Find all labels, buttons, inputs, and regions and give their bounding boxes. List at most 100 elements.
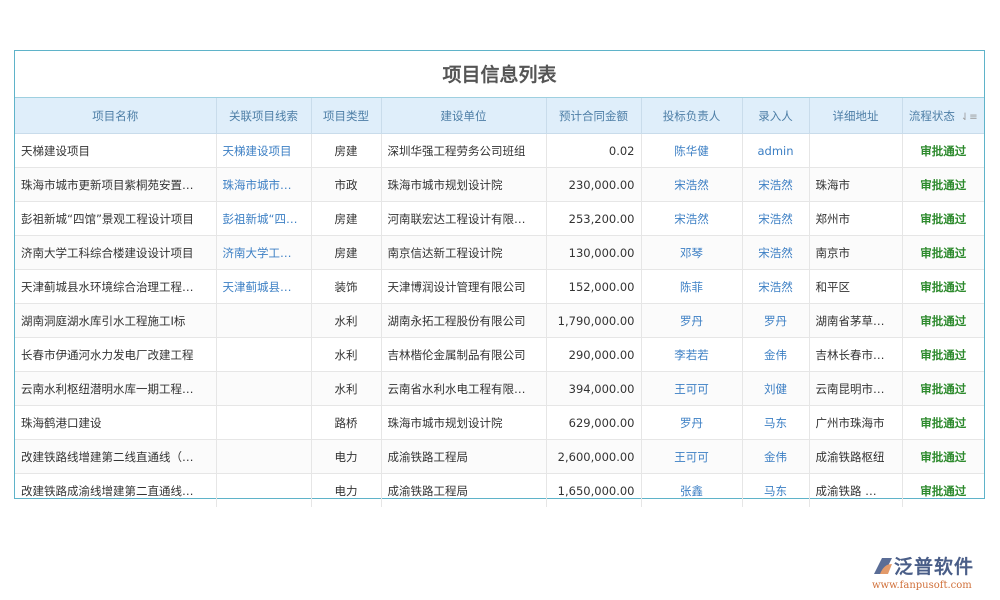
- cell-contract-amount: 394,000.00: [546, 371, 642, 406]
- project-table: 项目名称 关联项目线索 项目类型 建设单位 预计合同金额 投标负责人 录入人 详细地址 流程状态…: [15, 98, 984, 507]
- table-row[interactable]: 改建铁路线增建第二线直通线（… 电力 成渝铁路工程局 2,600,000.00 王可可金…: [15, 439, 984, 474]
- cell-project-name: 珠海鹤港口建设: [15, 405, 217, 440]
- cell-project-type: 房建: [311, 235, 382, 270]
- cell-process-status: 审批通过: [902, 167, 984, 202]
- table-row[interactable]: 天津蓟城县水环境综合治理工程… 天津蓟城县… 装饰 天津博润设计管理有限公司 152,0…: [15, 269, 984, 304]
- cell-address: [809, 133, 903, 168]
- cell-contract-amount: 290,000.00: [546, 337, 642, 372]
- table-row[interactable]: 珠海鹤港口建设 路桥 珠海市城市规划设计院 629,000.00 罗丹 马东 广州市珠海市审…: [15, 405, 984, 440]
- cell-contract-amount: 230,000.00: [546, 167, 642, 202]
- cell-project-type: 路桥: [311, 405, 382, 440]
- cell-address: 广州市珠海市: [809, 405, 903, 440]
- cell-bid-manager[interactable]: 张鑫: [641, 473, 743, 507]
- cell-construction-unit: 珠海市城市规划设计院: [381, 167, 547, 202]
- table-row[interactable]: 湖南洞庭湖水库引水工程施工I标 水利 湖南永拓工程股份有限公司 1,790,000.0…: [15, 303, 984, 338]
- logo-url: www.fanpusoft.com: [872, 580, 972, 591]
- table-row[interactable]: 济南大学工科综合楼建设设计项目 济南大学工… 房建 南京信达新工程设计院 130,000…: [15, 235, 984, 270]
- cell-project-name: 珠海市城市更新项目紫桐苑安置…: [15, 167, 217, 202]
- cell-address: 郑州市: [809, 201, 903, 236]
- cell-contract-amount: 1,650,000.00: [546, 473, 642, 507]
- logo-name: 泛普软件: [894, 556, 975, 578]
- cell-bid-manager[interactable]: 王可可: [641, 371, 743, 406]
- table-row[interactable]: 改建铁路成渝线增建第二直通线… 电力 成渝铁路工程局 1,650,000.00 张鑫 马东…: [15, 473, 984, 507]
- table-row[interactable]: 云南水利枢纽潜明水库一期工程… 水利 云南省水利水电工程有限… 394,000.00 王…: [15, 371, 984, 406]
- column-header-bid-manager[interactable]: 投标负责人: [641, 98, 743, 134]
- cell-entered-by[interactable]: 宋浩然: [742, 269, 810, 304]
- column-header-project-type[interactable]: 项目类型: [311, 98, 382, 134]
- logo-icon: [874, 557, 892, 574]
- cell-project-type: 市政: [311, 167, 382, 202]
- cell-construction-unit: 深圳华强工程劳务公司班组: [381, 133, 547, 168]
- cell-project-type: 水利: [311, 303, 382, 338]
- cell-entered-by[interactable]: 罗丹: [742, 303, 810, 338]
- cell-bid-manager[interactable]: 邓琴: [641, 235, 743, 270]
- column-header-project-name[interactable]: 项目名称: [15, 98, 217, 134]
- cell-project-type: 房建: [311, 201, 382, 236]
- cell-entered-by[interactable]: 马东: [742, 405, 810, 440]
- cell-address: 吉林长春市…: [809, 337, 903, 372]
- cell-entered-by[interactable]: 刘健: [742, 371, 810, 406]
- cell-related-lead[interactable]: 济南大学工…: [216, 235, 312, 270]
- cell-construction-unit: 吉林楷伦金属制品有限公司: [381, 337, 547, 372]
- cell-process-status: 审批通过: [902, 439, 984, 474]
- column-header-label: 项目类型: [323, 108, 369, 123]
- cell-address: 云南昆明市…: [809, 371, 903, 406]
- table-row[interactable]: 彭祖新城“四馆”景观工程设计项目 彭祖新城“四… 房建 河南联宏达工程设计有限… 253…: [15, 201, 984, 236]
- cell-address: 珠海市: [809, 167, 903, 202]
- cell-entered-by[interactable]: 宋浩然: [742, 235, 810, 270]
- cell-process-status: 审批通过: [902, 201, 984, 236]
- cell-entered-by[interactable]: 金伟: [742, 439, 810, 474]
- cell-contract-amount: 2,600,000.00: [546, 439, 642, 474]
- cell-bid-manager[interactable]: 宋浩然: [641, 201, 743, 236]
- cell-bid-manager[interactable]: 罗丹: [641, 405, 743, 440]
- cell-process-status: 审批通过: [902, 235, 984, 270]
- column-header-address[interactable]: 详细地址: [809, 98, 903, 134]
- column-header-label: 建设单位: [440, 108, 487, 123]
- cell-entered-by[interactable]: admin: [742, 133, 810, 168]
- cell-related-lead: [216, 303, 312, 338]
- column-header-contract-amount[interactable]: 预计合同金额: [546, 98, 642, 134]
- column-header-label: 预计合同金额: [559, 108, 628, 123]
- cell-bid-manager[interactable]: 陈华健: [641, 133, 743, 168]
- cell-contract-amount: 0.02: [546, 133, 642, 168]
- cell-related-lead[interactable]: 珠海市城市…: [216, 167, 312, 202]
- cell-bid-manager[interactable]: 宋浩然: [641, 167, 743, 202]
- cell-address: 成渝铁路枢纽: [809, 439, 903, 474]
- project-list-panel: 项目信息列表 项目名称 关联项目线索 项目类型 建设单位 预计合同金额 投标负责人 录入人 详…: [14, 50, 985, 507]
- table-row[interactable]: 长春市伊通河水力发电厂改建工程 水利 吉林楷伦金属制品有限公司 290,000.00 李…: [15, 337, 984, 372]
- cell-project-type: 水利: [311, 337, 382, 372]
- column-header-entered-by[interactable]: 录入人: [742, 98, 810, 134]
- cell-bid-manager[interactable]: 王可可: [641, 439, 743, 474]
- table-row[interactable]: 天梯建设项目 天梯建设项目 房建 深圳华强工程劳务公司班组 0.02 陈华健 admin 审批…: [15, 133, 984, 168]
- cell-entered-by[interactable]: 马东: [742, 473, 810, 507]
- cell-entered-by[interactable]: 宋浩然: [742, 167, 810, 202]
- column-header-related-lead[interactable]: 关联项目线索: [216, 98, 312, 134]
- column-header-label: 关联项目线索: [229, 108, 298, 123]
- cell-contract-amount: 152,000.00: [546, 269, 642, 304]
- cell-related-lead: [216, 337, 312, 372]
- cell-bid-manager[interactable]: 陈菲: [641, 269, 743, 304]
- column-header-process-status[interactable]: 流程状态 ⇃≡: [902, 98, 984, 134]
- cell-related-lead: [216, 405, 312, 440]
- column-header-construction-unit[interactable]: 建设单位: [381, 98, 547, 134]
- cell-project-type: 水利: [311, 371, 382, 406]
- cell-related-lead[interactable]: 天梯建设项目: [216, 133, 312, 168]
- fanpusoft-logo: 泛普软件 www.fanpusoft.com: [872, 552, 992, 591]
- cell-entered-by[interactable]: 金伟: [742, 337, 810, 372]
- cell-address: 湖南省茅草…: [809, 303, 903, 338]
- cell-bid-manager[interactable]: 罗丹: [641, 303, 743, 338]
- cell-project-name: 天津蓟城县水环境综合治理工程…: [15, 269, 217, 304]
- cell-related-lead[interactable]: 天津蓟城县…: [216, 269, 312, 304]
- sort-icon[interactable]: ⇃≡: [960, 111, 978, 123]
- cell-process-status: 审批通过: [902, 405, 984, 440]
- cell-project-type: 电力: [311, 473, 382, 507]
- cell-project-name: 彭祖新城“四馆”景观工程设计项目: [15, 201, 217, 236]
- cell-contract-amount: 130,000.00: [546, 235, 642, 270]
- cell-construction-unit: 天津博润设计管理有限公司: [381, 269, 547, 304]
- cell-bid-manager[interactable]: 李若若: [641, 337, 743, 372]
- cell-entered-by[interactable]: 宋浩然: [742, 201, 810, 236]
- cell-related-lead[interactable]: 彭祖新城“四…: [216, 201, 312, 236]
- table-row[interactable]: 珠海市城市更新项目紫桐苑安置… 珠海市城市… 市政 珠海市城市规划设计院 230,000…: [15, 167, 984, 202]
- cell-process-status: 审批通过: [902, 337, 984, 372]
- cell-construction-unit: 云南省水利水电工程有限…: [381, 371, 547, 406]
